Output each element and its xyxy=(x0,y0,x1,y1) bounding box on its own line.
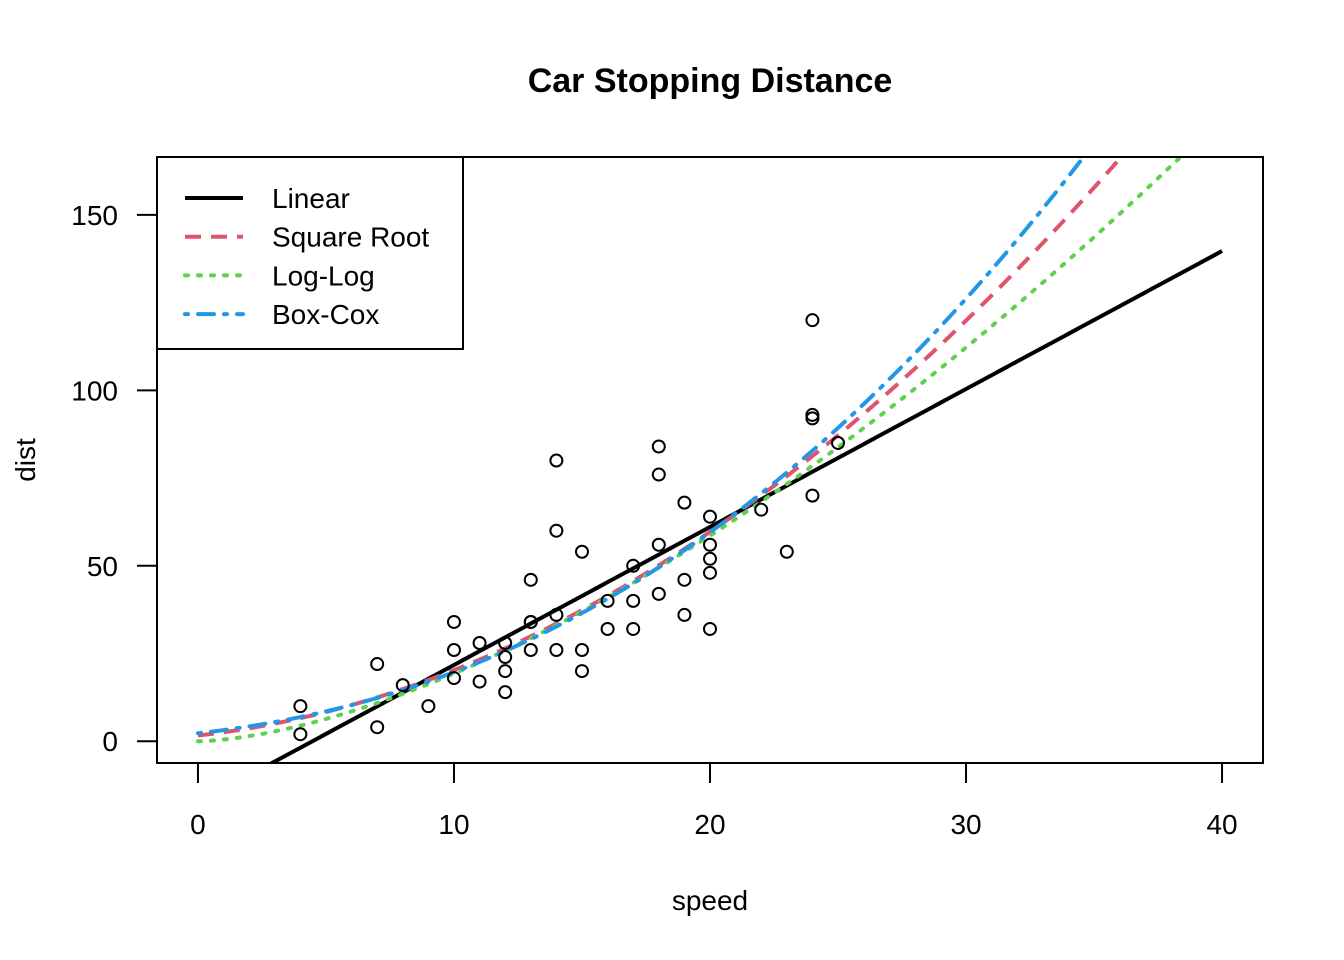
data-point xyxy=(651,467,666,482)
data-point xyxy=(446,614,461,629)
data-point xyxy=(703,509,717,524)
data-point xyxy=(754,502,769,517)
curve-square-root xyxy=(197,157,1124,738)
y-tick-label: 150 xyxy=(71,200,118,231)
data-point xyxy=(651,439,666,454)
legend-label: Square Root xyxy=(272,222,429,253)
data-point xyxy=(626,621,641,636)
data-point xyxy=(498,650,513,665)
data-point xyxy=(446,643,461,658)
data-point xyxy=(703,565,717,580)
data-point xyxy=(626,558,641,573)
curve-box-cox xyxy=(195,157,1087,736)
data-point xyxy=(370,657,385,672)
data-point xyxy=(293,699,308,714)
x-tick-label: 20 xyxy=(694,809,725,840)
x-tick-label: 40 xyxy=(1206,809,1237,840)
data-point xyxy=(677,495,692,510)
curve-log-log xyxy=(195,157,1184,744)
fit-curves xyxy=(195,157,1223,763)
legend: Linear Square Root Log-Log Box-Cox xyxy=(156,156,464,350)
data-point xyxy=(549,523,564,538)
data-point xyxy=(651,537,666,552)
legend-item: Linear xyxy=(185,183,350,214)
data-point xyxy=(831,435,846,450)
legend-item: Log-Log xyxy=(183,260,375,291)
legend-box xyxy=(156,156,464,350)
curve-linear xyxy=(267,249,1223,763)
data-point xyxy=(472,674,487,689)
x-tick-label: 0 xyxy=(190,809,206,840)
data-point xyxy=(600,593,615,608)
data-point xyxy=(779,544,794,559)
data-points xyxy=(293,313,846,742)
data-point xyxy=(805,313,820,328)
data-point xyxy=(677,572,692,587)
x-axis-label: speed xyxy=(672,885,748,916)
y-axis: 0 50 100 150 xyxy=(71,200,158,757)
y-tick-label: 0 xyxy=(102,726,118,757)
data-point xyxy=(549,643,564,658)
legend-label: Box-Cox xyxy=(272,299,379,330)
data-point xyxy=(446,671,461,686)
data-point xyxy=(703,551,717,566)
chart-title: Car Stopping Distance xyxy=(528,62,893,100)
data-point xyxy=(703,537,717,552)
data-point xyxy=(523,614,538,629)
data-point xyxy=(293,727,308,742)
data-point xyxy=(805,488,820,503)
data-point xyxy=(498,635,513,650)
data-point xyxy=(395,678,410,693)
legend-label: Linear xyxy=(272,183,350,214)
data-point xyxy=(370,720,385,735)
data-point xyxy=(574,643,589,658)
legend-item: Square Root xyxy=(185,222,429,253)
data-point xyxy=(805,407,820,422)
y-tick-label: 100 xyxy=(71,375,118,406)
legend-item: Box-Cox xyxy=(183,299,379,330)
data-point xyxy=(703,621,717,636)
data-point xyxy=(574,544,589,559)
y-tick-label: 50 xyxy=(87,551,118,582)
data-point xyxy=(523,572,538,587)
x-axis: 0 10 20 30 40 xyxy=(190,762,1238,840)
x-tick-label: 10 xyxy=(438,809,469,840)
data-point xyxy=(498,664,513,679)
data-point xyxy=(626,593,641,608)
data-point xyxy=(549,607,564,622)
data-point xyxy=(574,664,589,679)
data-point xyxy=(677,607,692,622)
data-point xyxy=(600,621,615,636)
x-tick-label: 30 xyxy=(950,809,981,840)
legend-label: Log-Log xyxy=(272,260,375,291)
data-point xyxy=(549,453,564,468)
data-point xyxy=(421,699,436,714)
y-axis-label: dist xyxy=(10,438,41,482)
data-point xyxy=(651,586,666,601)
data-point xyxy=(472,635,487,650)
data-point xyxy=(523,643,538,658)
data-point xyxy=(498,685,513,700)
